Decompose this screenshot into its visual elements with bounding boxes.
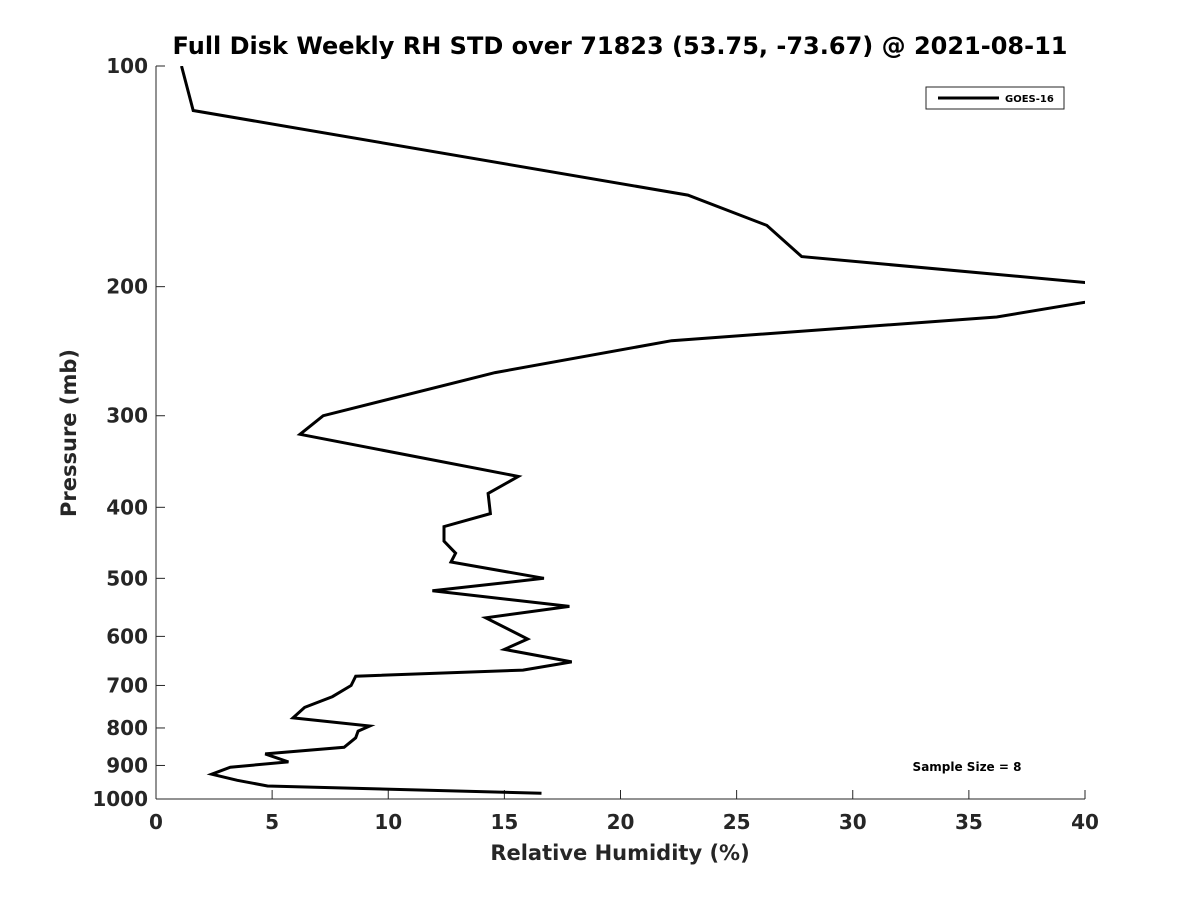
x-tick-label: 15 (490, 810, 518, 834)
legend: GOES-16 (925, 86, 1065, 110)
series-line-goes-16 (180, 66, 1085, 795)
legend-label-goes-16: GOES-16 (1005, 94, 1054, 105)
y-tick-label: 200 (106, 275, 148, 299)
y-axis-ticks: 100 200 300 400 500 600 700 800 900 1000 (92, 54, 165, 811)
x-tick-label: 20 (607, 810, 635, 834)
x-axis-label: Relative Humidity (%) (490, 841, 749, 865)
y-tick-label: 1000 (92, 787, 148, 811)
y-tick-label: 100 (106, 54, 148, 78)
y-tick-label: 500 (106, 566, 148, 590)
y-tick-label: 300 (106, 404, 148, 428)
sample-size-annotation: Sample Size = 8 (913, 760, 1022, 774)
y-axis-label: Pressure (mb) (57, 349, 81, 517)
y-tick-label: 600 (106, 624, 148, 648)
series-layer (180, 66, 1085, 795)
y-tick-label: 800 (106, 716, 148, 740)
x-axis-ticks: 0 5 10 15 20 25 30 35 40 (149, 790, 1099, 834)
x-tick-label: 0 (149, 810, 163, 834)
x-tick-label: 10 (374, 810, 402, 834)
y-tick-label: 700 (106, 673, 148, 697)
y-tick-label: 400 (106, 495, 148, 519)
x-tick-label: 30 (839, 810, 867, 834)
x-tick-label: 40 (1071, 810, 1099, 834)
y-tick-label: 900 (106, 753, 148, 777)
x-tick-label: 25 (723, 810, 751, 834)
chart-title: Full Disk Weekly RH STD over 71823 (53.7… (173, 32, 1068, 60)
x-tick-label: 35 (955, 810, 983, 834)
x-tick-label: 5 (265, 810, 279, 834)
